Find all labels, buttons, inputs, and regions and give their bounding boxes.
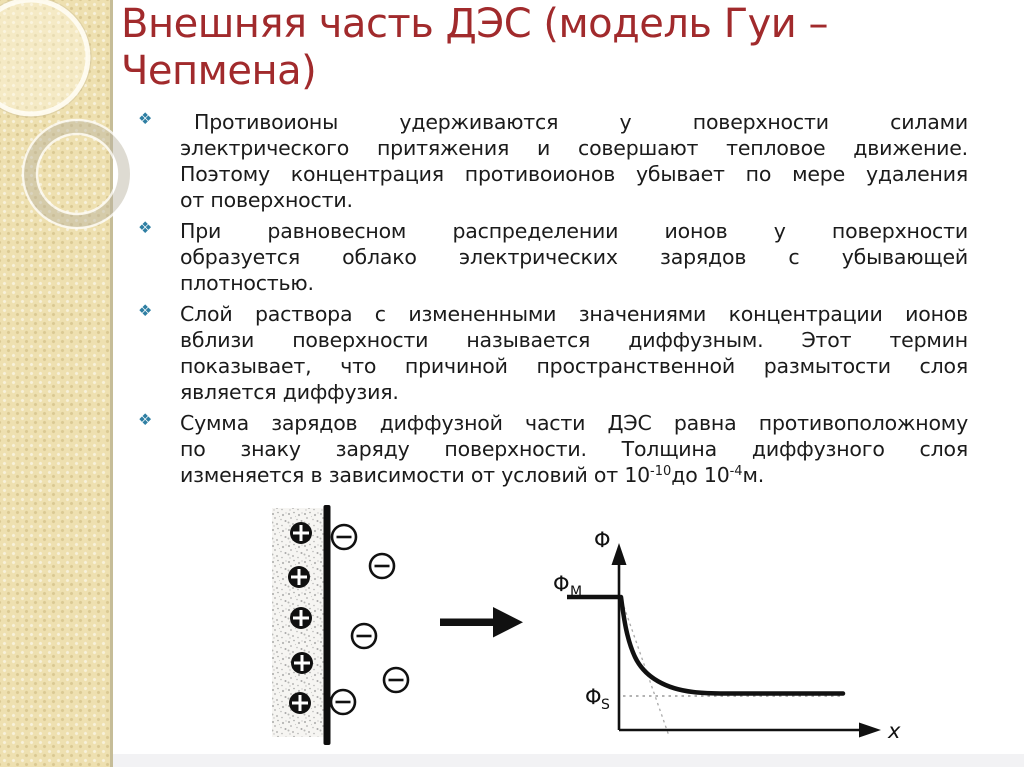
- title-line-1: Внешняя часть ДЭС (модель Гуи –: [121, 1, 829, 47]
- exponent: -10: [650, 464, 672, 479]
- negative-ion-icon: [350, 622, 378, 650]
- bullet-line-text: до 10: [671, 463, 730, 487]
- tangent-dotted-line: [621, 600, 670, 737]
- bullet-line: является диффузия.: [180, 380, 399, 404]
- bullet-item-1: ❖ Противоионы удерживаются у поверхности…: [135, 109, 968, 213]
- diamond-bullet-icon: ❖: [138, 410, 153, 429]
- bullet-line: по знаку заряду поверхности. Толщина диф…: [180, 437, 968, 461]
- bullet-line: Сумма зарядов диффузной части ДЭС равна …: [180, 411, 968, 435]
- positive-ion-icon: [289, 692, 311, 714]
- bullet-list: ❖ Противоионы удерживаются у поверхности…: [135, 109, 968, 493]
- bullet-line: образуется облако электрических зарядов …: [180, 245, 968, 269]
- positive-ion-icon: [288, 566, 310, 588]
- bullet-item-4: ❖ Сумма зарядов диффузной части ДЭС равн…: [135, 410, 968, 488]
- diamond-bullet-icon: ❖: [138, 109, 153, 128]
- charged-surface-line: [323, 505, 331, 745]
- negative-ion-icon: [330, 523, 358, 551]
- bullet-line: изменяется в зависимости от условий от 1…: [180, 462, 968, 488]
- sidebar-decoration: [0, 0, 113, 767]
- bullet-line: Слой раствора с измененными значениями к…: [180, 302, 968, 326]
- phi-s-subscript: S: [601, 697, 610, 713]
- bullet-line-text: изменяется в зависимости от условий от 1…: [180, 463, 651, 487]
- positive-ion-icon: [290, 522, 312, 544]
- bullet-line: При равновесном распределении ионов у по…: [180, 219, 968, 243]
- potential-graph: Φ Φ M Φ S x: [553, 528, 901, 743]
- potential-curve: [618, 594, 846, 696]
- phi-m-label: Φ: [553, 572, 570, 596]
- bullet-line: Поэтому концентрация противоионов убывае…: [180, 162, 968, 186]
- negative-ion-icon: [329, 688, 357, 716]
- x-axis-label: x: [887, 719, 901, 743]
- bullet-line: показывает, что причиной пространственно…: [180, 354, 968, 378]
- edl-diagram: Φ Φ M Φ S x: [272, 505, 901, 745]
- page-title: Внешняя часть ДЭС (модель Гуи – Чепмена): [121, 1, 1017, 95]
- negative-ion-icon: [382, 666, 410, 694]
- phi-s-label: Φ: [585, 685, 602, 709]
- positive-ion-icon: [291, 652, 313, 674]
- bullet-line: плотностью.: [180, 271, 314, 295]
- positive-ion-icon: [290, 607, 312, 629]
- bottom-band: [113, 754, 1024, 767]
- negative-ion-icon: [368, 552, 396, 580]
- positive-ions: [288, 522, 313, 714]
- x-axis-arrow-icon: [859, 722, 881, 738]
- y-axis-arrow-icon: [611, 543, 627, 565]
- bullet-line: Противоионы удерживаются у поверхности с…: [194, 110, 968, 134]
- exponent: -4: [729, 464, 743, 479]
- bullet-line-text: м.: [742, 463, 765, 487]
- diamond-bullet-icon: ❖: [138, 218, 153, 237]
- bullet-item-3: ❖ Слой раствора с измененными значениями…: [135, 301, 968, 405]
- diamond-bullet-icon: ❖: [138, 301, 153, 320]
- transition-arrow-icon: [440, 607, 523, 638]
- bullet-line: электрического притяжения и совершают те…: [180, 136, 968, 160]
- title-line-2: Чепмена): [121, 48, 317, 94]
- bullet-line: от поверхности.: [180, 188, 353, 212]
- bullet-item-2: ❖ При равновесном распределении ионов у …: [135, 218, 968, 296]
- bullet-line: вблизи поверхности называется диффузным.…: [180, 328, 968, 352]
- negative-ions: [329, 523, 410, 716]
- phi-m-subscript: M: [570, 584, 582, 600]
- phi-axis-label: Φ: [594, 528, 611, 552]
